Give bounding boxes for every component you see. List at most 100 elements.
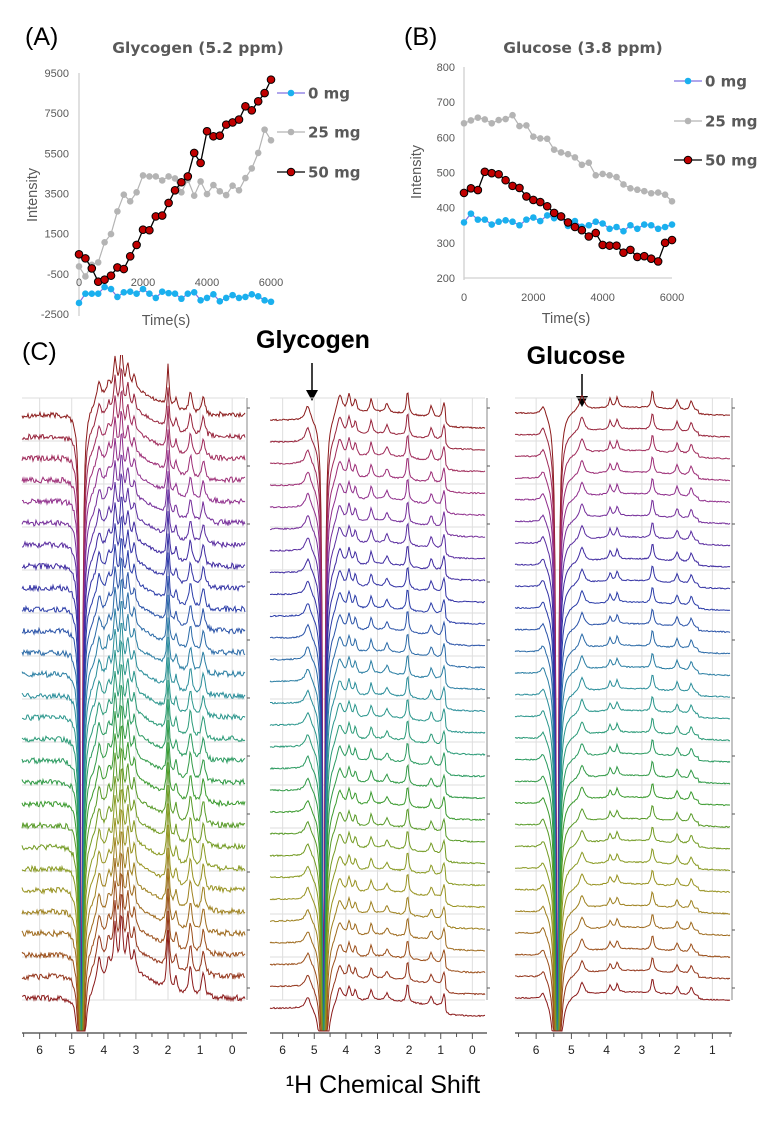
legend-marker xyxy=(286,167,296,177)
data-point xyxy=(107,230,115,238)
data-point xyxy=(473,185,483,195)
data-point xyxy=(114,208,121,215)
data-point xyxy=(222,294,230,302)
x-tick-label: 0 xyxy=(469,1043,476,1057)
x-tick-label: 3 xyxy=(639,1043,646,1057)
data-point xyxy=(82,290,89,298)
data-point xyxy=(494,169,503,179)
spectrum-trace xyxy=(21,704,246,1032)
spectrum-trace xyxy=(269,456,486,1032)
spectrum-trace xyxy=(514,477,731,1032)
y-tick-label: 400 xyxy=(437,203,455,215)
data-point xyxy=(267,136,275,144)
spectrum-trace xyxy=(21,601,246,1032)
data-point xyxy=(133,290,140,298)
spectrum-trace xyxy=(269,654,486,1032)
data-point xyxy=(592,218,600,226)
data-point xyxy=(634,186,641,194)
spectrum-trace xyxy=(514,869,731,1032)
x-tick-label: 1 xyxy=(709,1043,716,1057)
data-point xyxy=(557,149,565,156)
data-point xyxy=(261,297,268,304)
spectrum-trace xyxy=(21,872,246,1032)
panel-a-glycogen-chart: (A) Glycogen (5.2 ppm) Time(s) Intensity… xyxy=(25,23,360,329)
legend-label: 0 mg xyxy=(705,73,747,91)
spectrum-trace xyxy=(514,890,731,1032)
series-25-mg xyxy=(460,111,676,205)
data-point xyxy=(165,173,172,180)
spectrum-trace xyxy=(269,939,486,1032)
legend-item: 50 mg xyxy=(674,152,757,170)
data-point xyxy=(501,175,510,185)
spectrum-trace xyxy=(514,629,731,1032)
spectrum-trace xyxy=(269,566,486,1032)
data-point xyxy=(543,212,551,219)
data-point xyxy=(592,172,600,179)
data-point xyxy=(661,191,669,198)
spectrum-traces xyxy=(269,392,486,1032)
series-line xyxy=(463,114,673,202)
data-point xyxy=(170,185,180,195)
data-point xyxy=(530,133,537,140)
spectrum-trace xyxy=(514,543,731,1032)
y-tick-label: -2500 xyxy=(41,309,69,321)
data-point xyxy=(210,291,217,298)
spectrum-trace xyxy=(270,675,486,1032)
y-tick-label: 700 xyxy=(437,97,455,109)
panel-b-glucose-chart: (B) Glucose (3.8 ppm) Time(s) Intensity … xyxy=(404,23,757,327)
x-tick-label: 4 xyxy=(603,1043,610,1057)
data-point xyxy=(523,216,530,223)
spectrum-trace xyxy=(514,914,731,1032)
data-point xyxy=(196,158,205,168)
spectrum-trace xyxy=(514,413,730,1032)
data-point xyxy=(647,221,655,229)
data-point xyxy=(120,191,128,199)
data-point xyxy=(522,192,531,201)
spectrum-trace xyxy=(269,830,486,1032)
data-point xyxy=(585,159,593,166)
spectrum-trace xyxy=(21,355,246,1032)
spectrum-trace xyxy=(21,789,246,1032)
data-point xyxy=(529,195,538,205)
x-tick-label: 2000 xyxy=(131,277,155,289)
y-tick-label: 500 xyxy=(437,168,455,180)
spectrum-trace xyxy=(21,537,246,1032)
x-tick-label: 0 xyxy=(76,277,82,289)
data-point xyxy=(542,201,552,211)
data-point xyxy=(261,126,268,133)
data-point xyxy=(183,172,193,181)
x-tick-label: 6 xyxy=(36,1043,43,1057)
spectrum-trace xyxy=(269,852,486,1032)
spectrum-trace xyxy=(21,914,246,1032)
spectrum-trace xyxy=(269,961,486,1032)
x-tick-label: 5 xyxy=(68,1043,75,1057)
data-point xyxy=(197,297,204,304)
legend-marker xyxy=(683,155,693,165)
data-point xyxy=(120,289,128,296)
x-tick-label: 3 xyxy=(374,1043,381,1057)
data-point xyxy=(158,288,166,296)
data-point xyxy=(165,289,172,297)
spectrum-trace xyxy=(269,545,486,1032)
spectrum-trace xyxy=(21,432,246,1032)
spectrum-trace xyxy=(21,894,246,1032)
data-point xyxy=(613,223,620,231)
data-point xyxy=(248,291,256,298)
data-point xyxy=(667,235,677,245)
data-point xyxy=(145,225,154,235)
data-point xyxy=(158,177,166,184)
data-point xyxy=(467,117,475,124)
spectrum-trace xyxy=(21,410,246,1032)
data-point xyxy=(126,198,134,205)
data-point xyxy=(550,146,558,153)
data-point xyxy=(152,294,160,302)
x-tick-label: 2 xyxy=(406,1043,413,1057)
y-tick-label: 200 xyxy=(437,273,455,285)
data-point xyxy=(178,295,185,303)
series-0-mg xyxy=(75,283,275,307)
data-point xyxy=(563,218,573,227)
spectrum-trace xyxy=(514,456,731,1032)
data-point xyxy=(94,259,102,266)
x-tick-label: 6 xyxy=(279,1043,286,1057)
